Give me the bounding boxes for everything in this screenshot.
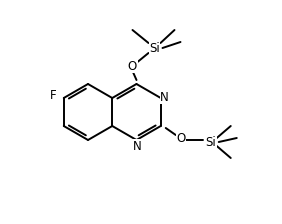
Text: Si: Si xyxy=(149,41,160,54)
Text: N: N xyxy=(160,90,169,103)
Text: O: O xyxy=(128,60,137,73)
Text: O: O xyxy=(176,131,185,144)
Text: N: N xyxy=(133,140,142,153)
Text: Si: Si xyxy=(205,136,216,149)
Text: F: F xyxy=(49,88,56,101)
